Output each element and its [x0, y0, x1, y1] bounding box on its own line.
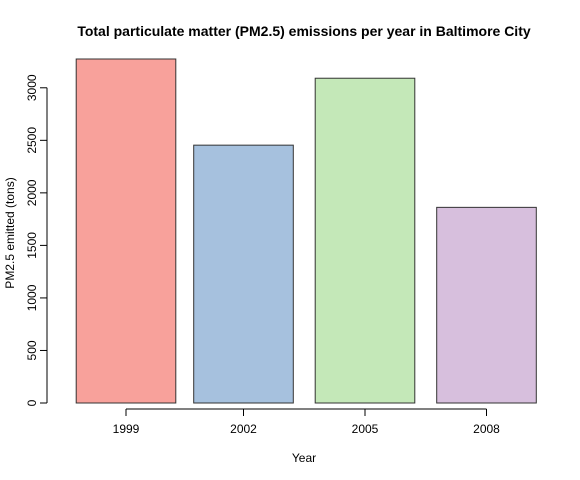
y-tick-label: 2500 [25, 127, 39, 154]
bar-2002 [193, 144, 294, 404]
bar-1999 [75, 58, 177, 404]
x-tick-label: 2002 [230, 422, 257, 436]
y-tick-label: 2000 [25, 179, 39, 206]
x-tick-label: 1999 [113, 422, 140, 436]
y-tick-label: 1500 [25, 232, 39, 259]
bar-2005 [314, 77, 416, 404]
y-tick-label: 0 [25, 399, 39, 406]
bars [75, 58, 537, 404]
x-tick-label: 2005 [352, 422, 379, 436]
y-tick-label: 500 [25, 340, 39, 360]
y-axis-label: PM2.5 emitted (tons) [3, 177, 17, 288]
y-axis: 0 500 1000 1500 2000 2500 3000 [25, 74, 48, 406]
x-tick-label: 2008 [473, 422, 500, 436]
chart-title: Total particulate matter (PM2.5) emissio… [77, 23, 531, 39]
x-axis: 1999 2002 2005 2008 [113, 408, 500, 436]
x-axis-label: Year [292, 451, 316, 465]
bar-2008 [436, 206, 537, 404]
y-tick-label: 1000 [25, 284, 39, 311]
y-tick-label: 3000 [25, 74, 39, 101]
